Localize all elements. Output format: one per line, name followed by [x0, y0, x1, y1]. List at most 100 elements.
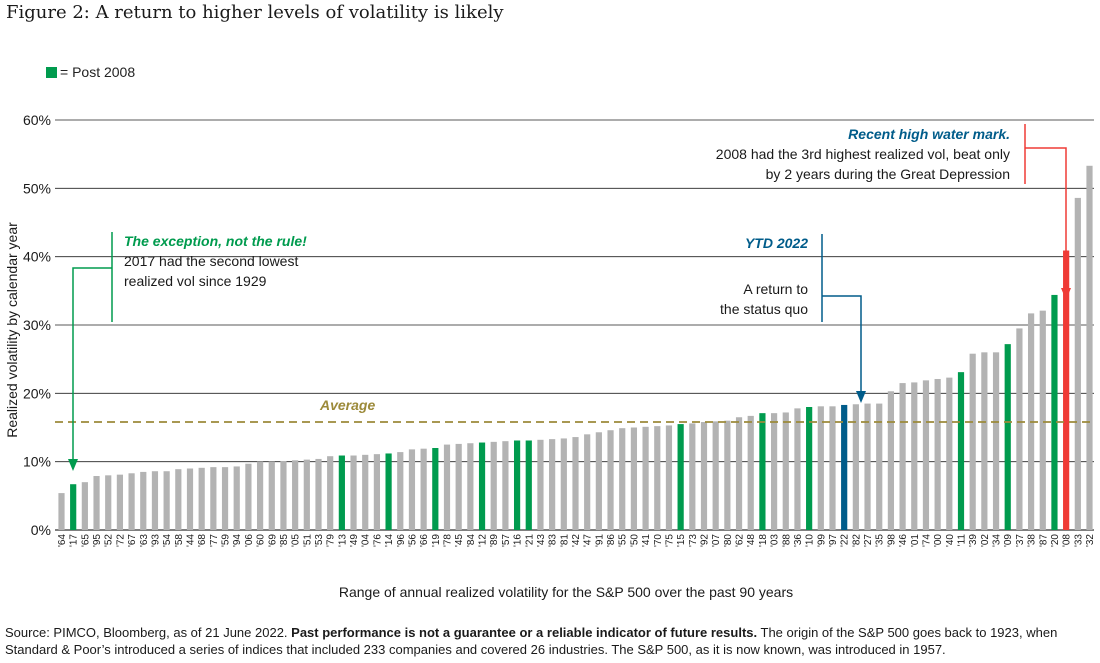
bar-96 — [397, 452, 404, 530]
x-tick-label: '86 — [606, 534, 617, 547]
bar-04 — [362, 454, 369, 530]
x-tick-label: '02 — [980, 534, 991, 547]
bar-05 — [292, 460, 299, 530]
y-axis-label: Realized volatility by calendar year — [4, 222, 20, 438]
x-tick-label: '91 — [594, 534, 605, 547]
annotation-ytd-title: YTD 2022 — [745, 235, 808, 251]
bar-86 — [607, 430, 614, 530]
bar-95 — [93, 476, 100, 530]
bar-66 — [420, 448, 427, 530]
x-tick-label: '52 — [104, 534, 115, 547]
bar-72 — [116, 474, 124, 530]
bar-94 — [233, 466, 240, 530]
annotation-high-line2: by 2 years during the Great Depression — [766, 166, 1010, 182]
y-tick-label: 10% — [23, 454, 51, 470]
bar-89 — [490, 441, 497, 530]
bar-22 — [841, 404, 848, 530]
x-tick-label: '17 — [69, 534, 80, 547]
x-tick-label: '27 — [863, 534, 874, 547]
x-tick-label: '58 — [174, 534, 185, 547]
x-tick-label: '62 — [735, 534, 746, 547]
bar-03 — [770, 413, 778, 530]
x-tick-label: '49 — [349, 534, 360, 547]
legend-label: = Post 2008 — [60, 64, 136, 80]
x-tick-label: '10 — [805, 534, 816, 547]
bar-64 — [58, 493, 65, 530]
x-tick-label: '74 — [921, 534, 932, 547]
bar-14 — [385, 453, 392, 530]
x-tick-label: '56 — [407, 534, 418, 547]
bar-49 — [350, 455, 357, 530]
x-tick-label: '13 — [337, 534, 348, 547]
bar-39 — [969, 353, 976, 530]
bar-76 — [373, 454, 381, 530]
x-tick-label: '76 — [372, 534, 383, 547]
bar-15 — [677, 424, 684, 530]
bar-17 — [70, 484, 77, 530]
y-tick-label: 30% — [23, 317, 51, 333]
annotation-high-title: Recent high water mark. — [848, 126, 1010, 142]
bar-01 — [911, 382, 918, 530]
x-tick-label: '82 — [851, 534, 862, 547]
x-tick-label: '07 — [711, 534, 722, 547]
bar-34 — [992, 352, 1000, 530]
bar-50 — [630, 427, 638, 530]
bar-02 — [981, 352, 988, 530]
x-tick-label: '01 — [910, 534, 921, 547]
bar-21 — [525, 440, 532, 530]
y-tick-label: 40% — [23, 249, 51, 265]
bar-08 — [1063, 250, 1070, 530]
bar-47 — [584, 434, 591, 530]
bar-85 — [280, 460, 287, 530]
bar-27 — [864, 403, 871, 530]
bar-20 — [1051, 294, 1058, 530]
x-tick-label: '34 — [992, 534, 1003, 547]
bar-80 — [724, 420, 731, 530]
legend: = Post 2008 — [46, 64, 135, 80]
bar-06 — [245, 463, 252, 530]
x-tick-label: '03 — [770, 534, 781, 547]
bar-83 — [549, 439, 556, 530]
x-tick-label: '69 — [267, 534, 278, 547]
x-tick-label: '80 — [723, 534, 734, 547]
bar-81 — [560, 438, 567, 530]
x-tick-label: '32 — [1085, 534, 1096, 547]
x-tick-label: '47 — [583, 534, 594, 547]
x-tick-label: '45 — [454, 534, 465, 547]
average-label: Average — [319, 397, 375, 413]
x-tick-label: '42 — [571, 534, 582, 547]
bar-07 — [712, 421, 719, 530]
annotation-exception-line1: 2017 had the second lowest — [124, 253, 298, 269]
volatility-bar-chart: 0%10%20%30%40%50%60% '64'17'65'95'52'72 '… — [4, 112, 1096, 600]
x-tick-label: '77 — [209, 534, 220, 547]
x-tick-label: '99 — [816, 534, 827, 547]
bar-35 — [876, 403, 883, 530]
bar-60 — [256, 461, 264, 530]
x-tick-label: '73 — [688, 534, 699, 547]
annotation-exception-line2: realized vol since 1929 — [124, 273, 267, 289]
x-tick-label: '22 — [840, 534, 851, 547]
x-tick-label: '75 — [664, 534, 675, 547]
x-tick-label: '05 — [291, 534, 302, 547]
x-axis-label: Range of annual realized volatility for … — [339, 584, 793, 600]
x-tick-label: '53 — [314, 534, 325, 547]
x-tick-label: '94 — [232, 534, 243, 547]
bar-41 — [642, 426, 649, 530]
bar-82 — [852, 404, 859, 530]
bar-32 — [1086, 165, 1093, 531]
x-tick-label: '59 — [221, 534, 232, 547]
x-tick-label: '64 — [57, 534, 68, 547]
x-tick-label: '35 — [875, 534, 886, 547]
x-tick-label: '18 — [758, 534, 769, 547]
bar-99 — [817, 406, 824, 530]
bar-53 — [315, 458, 322, 530]
x-tick-label: '54 — [162, 534, 173, 547]
bar-93 — [151, 471, 159, 530]
bar-70 — [654, 426, 661, 530]
source-suffix: The origin of the S&P 500 goes back to 1… — [5, 625, 1058, 657]
x-tick-label: '55 — [618, 534, 629, 547]
x-tick-label: '41 — [641, 534, 652, 547]
bar-74 — [922, 380, 930, 530]
bar-75 — [665, 425, 673, 530]
bar-13 — [338, 455, 345, 530]
